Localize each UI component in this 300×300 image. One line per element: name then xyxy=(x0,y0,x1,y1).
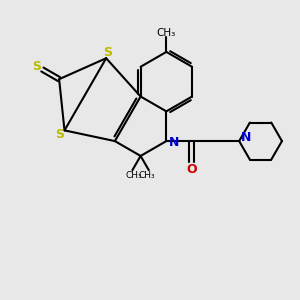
Text: S: S xyxy=(103,46,112,59)
Text: CH₃: CH₃ xyxy=(126,171,142,180)
Text: O: O xyxy=(186,163,197,176)
Text: N: N xyxy=(169,136,180,149)
Text: S: S xyxy=(56,128,64,141)
Text: CH₃: CH₃ xyxy=(139,171,156,180)
Text: S: S xyxy=(32,60,41,73)
Text: CH₃: CH₃ xyxy=(157,28,176,38)
Text: N: N xyxy=(241,131,251,144)
